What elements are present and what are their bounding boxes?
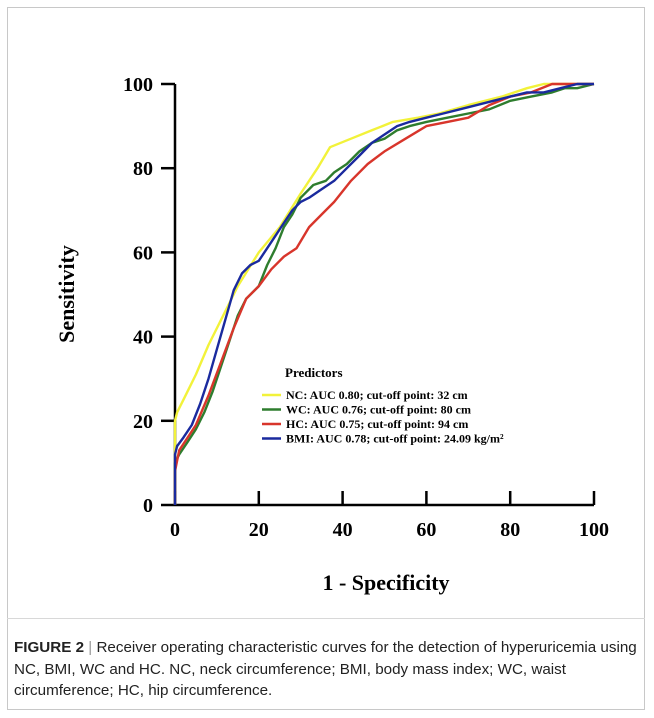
y-axis-label: Sensitivity [54,245,79,343]
legend-title: Predictors [285,365,343,380]
axis-ticks: 0 20 40 60 80 100 0 20 40 60 80 100 [123,74,609,541]
legend-entry: HC: AUC 0.75; cut-off point: 94 cm [286,417,468,431]
legend-entry: NC: AUC 0.80; cut-off point: 32 cm [286,388,468,402]
figure-caption: FIGURE 2 | Receiver operating characteri… [14,637,639,702]
y-tick-label: 0 [143,495,153,517]
legend: Predictors NC: AUC 0.80; cut-off point: … [262,365,504,446]
series-line-4 [173,82,594,505]
x-tick-label: 80 [500,519,520,541]
x-tick-label: 60 [416,519,436,541]
legend-entry: WC: AUC 0.76; cut-off point: 80 cm [286,403,471,417]
x-tick-label: 20 [249,519,269,541]
series-line-2 [173,82,595,505]
figure-label: FIGURE 2 [14,639,85,656]
caption-text: Receiver operating characteristic curves… [14,639,637,699]
x-axis-label: 1 - Specificity [322,570,449,595]
series-line-3 [173,82,594,505]
y-tick-label: 40 [133,327,153,349]
y-tick-label: 100 [123,74,153,96]
y-tick-label: 20 [133,411,153,433]
x-tick-label: 0 [170,519,180,541]
y-tick-label: 80 [133,158,153,180]
figure-frame [7,7,645,710]
caption-separator: | [88,639,93,656]
y-tick-label: 60 [133,242,153,264]
series-line-1 [173,82,594,505]
caption-divider [7,618,645,619]
series-layer [173,82,595,505]
legend-entry: BMI: AUC 0.78; cut-off point: 24.09 kg/m… [286,432,504,446]
x-tick-label: 100 [579,519,609,541]
x-tick-label: 40 [333,519,353,541]
roc-chart: 0 20 40 60 80 100 0 20 40 60 80 100 Sensitivity 1 -… [54,74,609,595]
